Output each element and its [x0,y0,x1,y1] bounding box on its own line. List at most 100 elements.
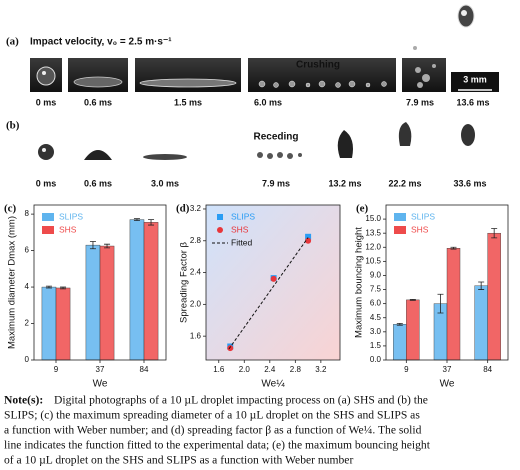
legend-label: SHS [411,224,429,234]
bar [393,324,407,361]
x-tick-label: 37 [96,365,105,374]
photo-strip [30,4,499,92]
legend-label: Fitted [231,237,253,247]
note-line: of a 10 µL droplet on the SHS and SLIPS … [4,454,353,467]
y-tick-label: 4.5 [370,313,382,322]
y-tick-label: 3.0 [370,327,382,336]
fit-line [228,237,309,350]
y-axis-label: Spreading Factor β [179,241,190,323]
time-label: 33.6 ms [453,178,486,188]
panel-label: (b) [6,120,20,132]
y-tick-label: 12.0 [365,242,381,251]
bar [446,248,461,361]
note-line: line indicates the function fitted to th… [4,439,431,452]
y-tick-label: 3.2 [190,204,202,213]
legend-swatch [42,213,54,221]
y-tick-label: 8 [25,209,30,218]
legend-label: SLIPS [59,211,83,221]
panel-label: (e) [356,203,369,215]
error-bar [491,228,498,239]
y-tick-label: 0 [25,355,30,364]
point [305,237,312,244]
y-tick-label: 6.0 [370,299,382,308]
y-tick-label: 10.5 [365,256,381,265]
point [305,233,312,240]
bar [99,245,115,361]
time-label: 0 ms [36,178,57,188]
x-axis-label: We [93,379,108,390]
time-label: 7.9 ms [262,178,290,188]
x-tick-label: 9 [404,365,409,374]
error-bar [89,241,96,250]
y-axis-label: Maximum bouncing height [354,227,365,338]
note-line: a function with Weber number; and (d) sp… [4,424,422,437]
y-tick-label: 2.0 [190,299,202,308]
y-tick-label: 15.0 [365,214,381,223]
legend-swatch [217,214,223,220]
annotation: Receding [253,132,298,143]
panel-label: (a) [6,36,19,48]
x-tick-label: 37 [443,365,452,374]
photo-title: Impact velocity, v₀ = 2.5 m·s⁻¹ [30,37,172,48]
legend-swatch [217,227,223,233]
bar [41,286,57,361]
y-tick-label: 7.5 [370,285,382,294]
x-tick-label: 84 [140,365,149,374]
legend-swatch [394,226,406,234]
note-line: SLIPS; (c) the maximum spreading diamete… [4,409,420,422]
x-tick-label: 1.6 [213,365,225,374]
error-bar [45,285,52,289]
legend-label: SLIPS [231,211,255,221]
point [227,345,234,352]
annotation: Crushing [296,60,340,71]
x-axis-label: We¼ [261,378,285,390]
time-label: 1.5 ms [174,97,202,107]
error-bar [450,246,457,250]
error-bar [478,281,485,290]
time-label: 6.0 ms [254,97,282,107]
bar [129,219,145,361]
bar [143,222,159,361]
legend-label: SHS [231,224,249,234]
error-bar [104,243,111,249]
y-tick-label: 0.0 [370,355,382,364]
x-tick-label: 9 [54,365,59,374]
y-tick-label: 1.6 [190,331,202,340]
y-tick-label: 2 [25,319,30,328]
time-label: 13.6 ms [456,97,489,107]
legend-label: SHS [59,224,77,234]
time-label: 7.9 ms [406,97,434,107]
time-label: 13.2 ms [328,178,361,188]
time-label: 3.0 ms [151,178,179,188]
legend-swatch [394,213,406,221]
x-tick-label: 2.4 [264,365,276,374]
bar [406,299,420,361]
y-tick-label: 9.0 [370,271,382,280]
x-tick-label: 2.0 [239,365,251,374]
error-bar [60,286,67,290]
bar [55,287,71,361]
error-bar [396,322,403,326]
time-label: 22.2 ms [388,178,421,188]
y-tick-label: 13.5 [365,228,381,237]
x-tick-label: 2.8 [290,365,302,374]
panel-label: (c) [4,203,17,215]
time-label: 0.6 ms [84,97,112,107]
y-tick-label: 2.4 [190,268,202,277]
x-tick-label: 3.2 [315,365,327,374]
photo-strip [38,122,475,160]
legend-label: SLIPS [411,211,435,221]
error-bar [437,293,444,314]
y-axis-label: Maximum diameter Dmax (mm) [7,216,18,349]
y-tick-label: 4 [25,282,30,291]
x-tick-label: 84 [483,365,492,374]
error-bar [148,219,155,226]
bar [85,244,101,361]
time-label: 0 ms [36,97,57,107]
error-bar [409,299,416,301]
bar [474,285,488,361]
plot-frame [385,204,509,361]
plot-background [206,205,340,360]
plot-frame [33,204,167,361]
